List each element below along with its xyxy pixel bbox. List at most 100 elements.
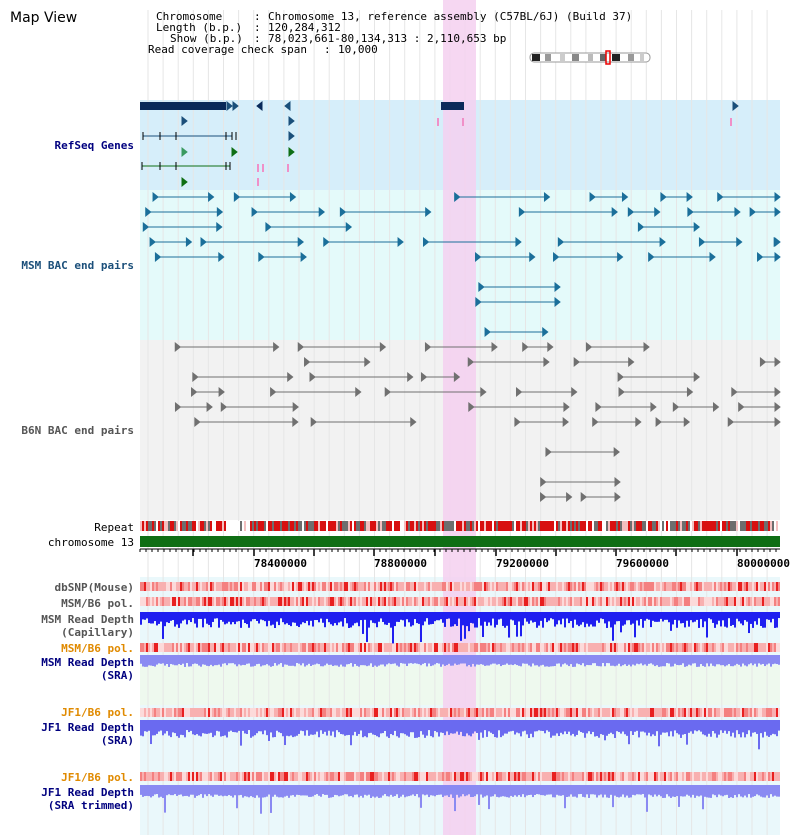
msm-b6-pol-heat [488, 643, 490, 652]
b6n-bac-pair-end [774, 401, 781, 413]
jf1-b6-pol-heat [760, 708, 762, 717]
jf1-b6-pol-heat [660, 708, 662, 717]
msm-sra-depth-bar [168, 655, 170, 667]
dbsnp-heat [168, 582, 170, 591]
msm-capillary-depth-bar [256, 612, 258, 621]
msm-b6-pol-heat [316, 597, 318, 606]
jf1-b6-pol-heat [416, 772, 418, 781]
dbsnp-heat [546, 582, 548, 591]
jf1-trimmed-depth-bar [212, 785, 214, 797]
dbsnp-heat [238, 582, 240, 591]
jf1-sra-depth-bar [194, 720, 196, 736]
jf1-trimmed-depth-bar [598, 785, 600, 796]
jf1-sra-depth-bar [462, 720, 464, 737]
jf1-trimmed-depth-bar [298, 785, 300, 795]
msm-capillary-depth-bar [262, 612, 264, 621]
jf1-b6-pol-heat [264, 708, 266, 717]
dbsnp-heat [702, 582, 704, 591]
repeat-segment [606, 521, 608, 531]
track-label-msm-bac[interactable]: MSM BAC end pairs [21, 259, 134, 272]
msm-capillary-depth-bar [736, 612, 738, 619]
msm-capillary-depth-bar [620, 612, 622, 633]
msm-b6-pol-heat [144, 643, 146, 652]
jf1-b6-pol-heat [164, 772, 166, 781]
b6n-bac-pair-end [522, 341, 529, 353]
dbsnp-heat [602, 582, 604, 591]
msm-b6-pol-heat [188, 597, 190, 606]
jf1-b6-pol-heat [168, 772, 170, 781]
track-label-b6n-bac[interactable]: B6N BAC end pairs [21, 424, 134, 437]
msm-b6-pol-heat [424, 643, 426, 652]
jf1-sra-depth-bar [708, 720, 710, 734]
jf1-sra-depth-bar [528, 720, 530, 738]
repeat-segment [358, 521, 360, 531]
jf1-b6-pol-heat [566, 708, 568, 717]
repeat-segment [756, 521, 758, 531]
track-label-jf1-depth-trim-sub: (SRA trimmed) [47, 799, 134, 812]
track-label-refseq-genes[interactable]: RefSeq Genes [54, 139, 134, 152]
jf1-sra-depth-bar [258, 720, 260, 732]
repeat-segment [404, 521, 406, 531]
jf1-b6-pol-heat [252, 708, 254, 717]
jf1-trimmed-depth-bar [266, 785, 268, 797]
jf1-b6-pol-heat [174, 772, 176, 781]
axis-tick-label: 78400000 [254, 557, 307, 570]
repeat-segment [416, 521, 418, 531]
dbsnp-heat [656, 582, 658, 591]
msm-capillary-depth-bar [142, 612, 144, 620]
jf1-trimmed-depth-bar [340, 785, 342, 796]
dbsnp-heat [424, 582, 426, 591]
repeat-segment [472, 521, 474, 531]
jf1-b6-pol-heat [498, 708, 500, 717]
msm-b6-pol-heat [574, 597, 576, 606]
b6n-bac-pair-end [220, 401, 228, 413]
track-label-jf1-b6-pol-1: JF1/B6 pol. [61, 706, 134, 719]
dbsnp-heat [594, 582, 596, 591]
msm-capillary-depth-bar [392, 612, 394, 644]
msm-b6-pol-heat [516, 643, 518, 652]
jf1-trimmed-depth-bar [544, 785, 546, 796]
jf1-trimmed-depth-bar [292, 785, 294, 796]
msm-sra-depth-bar [654, 655, 656, 667]
dbsnp-heat [412, 582, 414, 591]
msm-b6-pol-heat [326, 643, 328, 652]
jf1-b6-pol-heat [172, 772, 174, 781]
dbsnp-heat [642, 582, 644, 591]
jf1-sra-depth-bar [488, 720, 490, 732]
msm-sra-depth-bar [760, 655, 762, 665]
jf1-b6-pol-heat [546, 772, 548, 781]
jf1-sra-depth-bar [478, 720, 480, 740]
jf1-b6-pol-heat [706, 772, 708, 781]
msm-sra-depth-bar [490, 655, 492, 665]
jf1-trimmed-depth-bar [736, 785, 738, 798]
msm-capillary-depth-bar [346, 612, 348, 624]
msm-b6-pol-heat [334, 597, 336, 606]
jf1-b6-pol-heat [776, 708, 778, 717]
msm-bac-pair-end [185, 236, 193, 248]
jf1-trimmed-depth-bar [258, 785, 260, 798]
repeat-segment [470, 521, 472, 531]
dbsnp-heat [302, 582, 304, 591]
msm-b6-pol-heat [726, 597, 728, 606]
msm-b6-pol-heat [676, 643, 678, 652]
b6n-bac-pair-end [480, 386, 487, 398]
repeat-segment [662, 521, 664, 531]
msm-sra-depth-bar [476, 655, 478, 665]
dbsnp-heat [250, 582, 252, 591]
msm-b6-pol-heat [296, 597, 298, 606]
jf1-b6-pol-heat [340, 772, 342, 781]
jf1-b6-pol-heat [758, 708, 760, 717]
msm-sra-depth-bar [226, 655, 228, 666]
msm-sra-depth-bar [474, 655, 476, 667]
b6n-bac-pair-end [655, 416, 662, 428]
msm-sra-depth-bar [340, 655, 342, 665]
b6n-bac-pair-end [563, 401, 570, 413]
msm-sra-depth-bar [192, 655, 194, 665]
msm-b6-pol-heat [714, 597, 716, 606]
repeat-segment [612, 521, 614, 531]
msm-bac-pair-end [454, 191, 461, 203]
msm-sra-depth-bar [394, 655, 396, 664]
dbsnp-heat [180, 582, 182, 591]
msm-b6-pol-heat [516, 597, 518, 606]
